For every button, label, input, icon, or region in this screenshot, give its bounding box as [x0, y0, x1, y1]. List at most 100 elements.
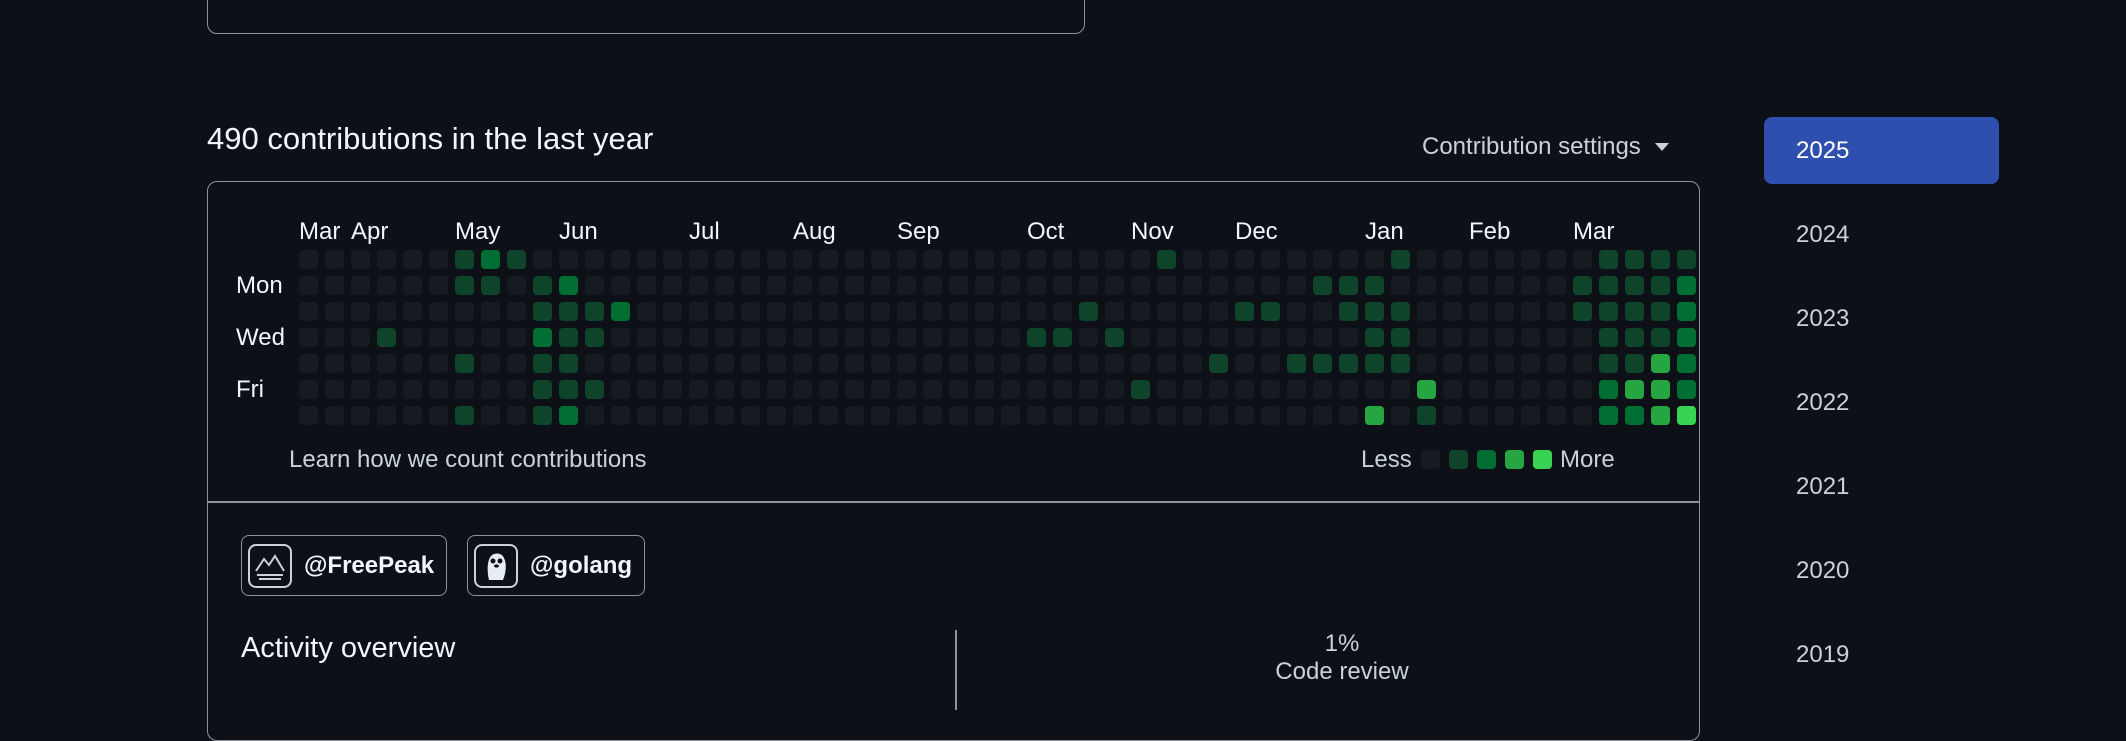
contribution-day-cell[interactable] — [1235, 328, 1254, 347]
contribution-day-cell[interactable] — [299, 276, 318, 295]
contribution-day-cell[interactable] — [1391, 276, 1410, 295]
contribution-day-cell[interactable] — [559, 276, 578, 295]
year-2023[interactable]: 2023 — [1796, 305, 1850, 332]
contribution-day-cell[interactable] — [429, 328, 448, 347]
contribution-day-cell[interactable] — [637, 250, 656, 269]
contribution-day-cell[interactable] — [897, 354, 916, 373]
contribution-day-cell[interactable] — [1053, 354, 1072, 373]
contribution-day-cell[interactable] — [793, 406, 812, 425]
year-2019[interactable]: 2019 — [1796, 641, 1850, 668]
contribution-day-cell[interactable] — [1261, 354, 1280, 373]
contribution-day-cell[interactable] — [611, 302, 630, 321]
contribution-day-cell[interactable] — [689, 250, 708, 269]
contribution-day-cell[interactable] — [1157, 354, 1176, 373]
contribution-day-cell[interactable] — [1365, 328, 1384, 347]
contribution-day-cell[interactable] — [715, 406, 734, 425]
contribution-day-cell[interactable] — [1261, 276, 1280, 295]
contribution-day-cell[interactable] — [1105, 406, 1124, 425]
contribution-day-cell[interactable] — [1157, 302, 1176, 321]
contribution-day-cell[interactable] — [1235, 380, 1254, 399]
contribution-day-cell[interactable] — [481, 276, 500, 295]
contribution-day-cell[interactable] — [1053, 406, 1072, 425]
contribution-day-cell[interactable] — [533, 276, 552, 295]
contribution-day-cell[interactable] — [1001, 302, 1020, 321]
contribution-day-cell[interactable] — [1053, 276, 1072, 295]
contribution-day-cell[interactable] — [585, 302, 604, 321]
contribution-day-cell[interactable] — [897, 276, 916, 295]
contribution-day-cell[interactable] — [1677, 406, 1696, 425]
contribution-day-cell[interactable] — [1677, 328, 1696, 347]
contribution-day-cell[interactable] — [559, 354, 578, 373]
contribution-day-cell[interactable] — [1209, 250, 1228, 269]
contribution-day-cell[interactable] — [1651, 250, 1670, 269]
contribution-day-cell[interactable] — [1495, 276, 1514, 295]
contribution-day-cell[interactable] — [1417, 354, 1436, 373]
contribution-day-cell[interactable] — [767, 276, 786, 295]
contribution-day-cell[interactable] — [715, 380, 734, 399]
contribution-day-cell[interactable] — [1027, 250, 1046, 269]
contribution-day-cell[interactable] — [923, 302, 942, 321]
contribution-day-cell[interactable] — [871, 276, 890, 295]
contribution-day-cell[interactable] — [429, 250, 448, 269]
contribution-day-cell[interactable] — [507, 406, 526, 425]
contribution-day-cell[interactable] — [741, 250, 760, 269]
contribution-day-cell[interactable] — [403, 354, 422, 373]
contribution-day-cell[interactable] — [1339, 302, 1358, 321]
contribution-day-cell[interactable] — [507, 302, 526, 321]
contribution-day-cell[interactable] — [923, 250, 942, 269]
contribution-day-cell[interactable] — [481, 354, 500, 373]
contribution-day-cell[interactable] — [845, 302, 864, 321]
contribution-day-cell[interactable] — [585, 328, 604, 347]
contribution-day-cell[interactable] — [1339, 276, 1358, 295]
contribution-day-cell[interactable] — [1443, 302, 1462, 321]
contribution-day-cell[interactable] — [1235, 276, 1254, 295]
contribution-day-cell[interactable] — [975, 380, 994, 399]
contribution-day-cell[interactable] — [1027, 328, 1046, 347]
contribution-day-cell[interactable] — [1183, 328, 1202, 347]
contribution-day-cell[interactable] — [1521, 328, 1540, 347]
contribution-day-cell[interactable] — [1677, 380, 1696, 399]
contribution-day-cell[interactable] — [1573, 250, 1592, 269]
contribution-day-cell[interactable] — [325, 354, 344, 373]
contribution-day-cell[interactable] — [1235, 354, 1254, 373]
contribution-day-cell[interactable] — [299, 380, 318, 399]
contribution-day-cell[interactable] — [819, 250, 838, 269]
contribution-day-cell[interactable] — [1651, 406, 1670, 425]
contribution-day-cell[interactable] — [1651, 380, 1670, 399]
contribution-day-cell[interactable] — [1079, 328, 1098, 347]
contribution-day-cell[interactable] — [1001, 250, 1020, 269]
contribution-day-cell[interactable] — [1105, 328, 1124, 347]
contribution-day-cell[interactable] — [1131, 328, 1150, 347]
contribution-day-cell[interactable] — [1261, 328, 1280, 347]
contribution-day-cell[interactable] — [1547, 302, 1566, 321]
contribution-day-cell[interactable] — [1313, 406, 1332, 425]
contribution-day-cell[interactable] — [1261, 406, 1280, 425]
contribution-day-cell[interactable] — [507, 328, 526, 347]
contribution-day-cell[interactable] — [1599, 380, 1618, 399]
contribution-day-cell[interactable] — [975, 276, 994, 295]
contribution-day-cell[interactable] — [975, 302, 994, 321]
contribution-day-cell[interactable] — [1625, 406, 1644, 425]
contribution-day-cell[interactable] — [1053, 380, 1072, 399]
contribution-day-cell[interactable] — [871, 380, 890, 399]
contribution-day-cell[interactable] — [429, 302, 448, 321]
contribution-day-cell[interactable] — [1599, 302, 1618, 321]
contribution-day-cell[interactable] — [1651, 328, 1670, 347]
contribution-day-cell[interactable] — [403, 406, 422, 425]
contribution-day-cell[interactable] — [325, 328, 344, 347]
contribution-day-cell[interactable] — [1495, 406, 1514, 425]
contribution-day-cell[interactable] — [1183, 302, 1202, 321]
contribution-day-cell[interactable] — [429, 406, 448, 425]
contribution-day-cell[interactable] — [1313, 276, 1332, 295]
contribution-day-cell[interactable] — [1365, 380, 1384, 399]
contribution-day-cell[interactable] — [1183, 250, 1202, 269]
contribution-day-cell[interactable] — [585, 250, 604, 269]
contribution-day-cell[interactable] — [481, 328, 500, 347]
contribution-day-cell[interactable] — [1287, 406, 1306, 425]
contribution-day-cell[interactable] — [299, 302, 318, 321]
contribution-day-cell[interactable] — [845, 328, 864, 347]
contribution-day-cell[interactable] — [1469, 302, 1488, 321]
contribution-day-cell[interactable] — [1287, 380, 1306, 399]
contribution-day-cell[interactable] — [1183, 406, 1202, 425]
contribution-day-cell[interactable] — [949, 380, 968, 399]
